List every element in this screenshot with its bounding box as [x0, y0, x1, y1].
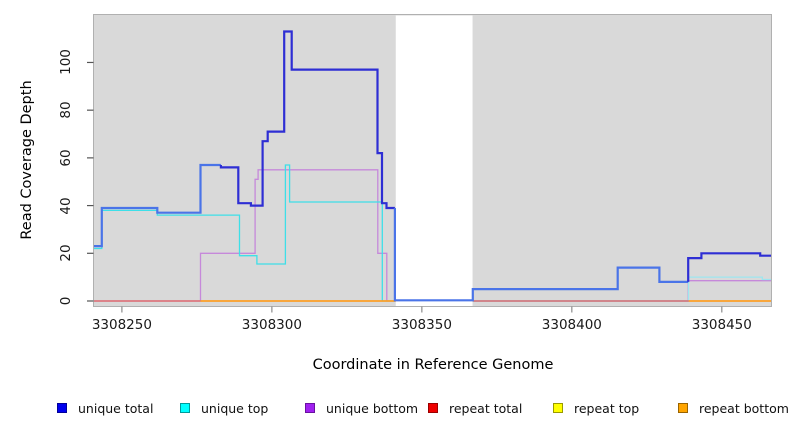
no-data-mask — [395, 15, 473, 306]
x-tick-label: 3308450 — [691, 317, 752, 333]
y-tick-label: 60 — [58, 149, 74, 167]
y-axis-title: Read Coverage Depth — [19, 80, 35, 240]
y-tick-label: 0 — [58, 296, 74, 306]
series-line-unique-total — [219, 30, 395, 210]
x-tick-label: 3308250 — [91, 317, 152, 333]
y-tick-label: 40 — [58, 196, 74, 215]
x-tick-label: 3308400 — [541, 317, 602, 333]
series-line-unique-total — [94, 163, 221, 248]
x-tick-label: 3308350 — [391, 317, 452, 333]
series-line-unique-top — [687, 276, 771, 301]
y-tick-label: 80 — [58, 101, 74, 119]
y-tick-label: 100 — [58, 49, 74, 76]
series-line-unique-top — [94, 164, 689, 302]
series-line-unique-total — [393, 208, 689, 302]
x-tick-label: 3308300 — [241, 317, 302, 333]
x-axis-title: Coordinate in Reference Genome — [312, 357, 554, 373]
series-line-unique-total — [687, 252, 771, 282]
y-tick-label: 20 — [58, 244, 74, 262]
